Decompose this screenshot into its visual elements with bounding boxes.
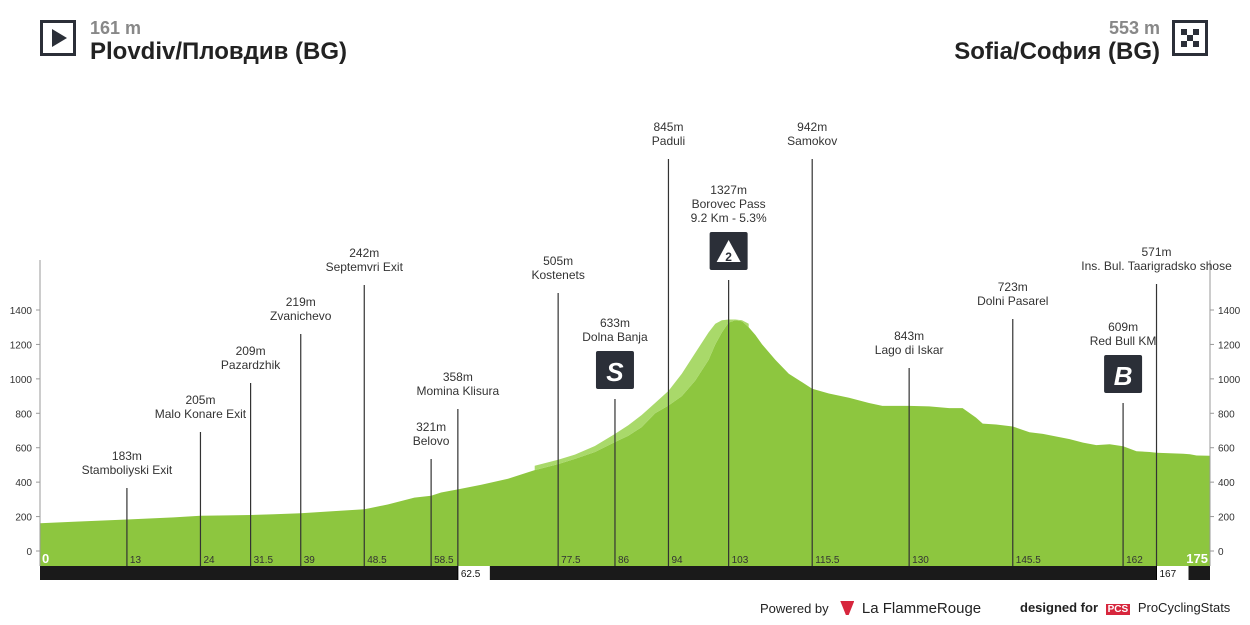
y-tick-label-right: 800	[1218, 409, 1235, 420]
y-tick-label-left: 1000	[10, 375, 33, 386]
poi-name-11: Samokov	[787, 134, 837, 148]
poi-name-1: Malo Konare Exit	[155, 407, 247, 421]
x-tick-label: 48.5	[367, 555, 387, 566]
poi-altitude-13: 723m	[998, 280, 1028, 294]
y-tick-label-left: 400	[15, 478, 32, 489]
x-tick-label: 13	[130, 555, 142, 566]
elevation-profile-area	[40, 320, 1210, 566]
designed-for: designed for PCS ProCyclingStats	[1020, 600, 1230, 615]
x-tick-label: 162	[1126, 555, 1143, 566]
poi-name-6: Momina Klisura	[417, 384, 500, 398]
svg-text:B: B	[1114, 361, 1133, 391]
poi-name-14: Red Bull KM	[1090, 334, 1157, 348]
finish-location: Sofia/София (BG)	[954, 38, 1160, 65]
x-tick-label: 130	[912, 555, 929, 566]
poi-name-2: Pazardzhik	[221, 358, 281, 372]
poi-name-9: Paduli	[652, 134, 685, 148]
y-tick-label-left: 1400	[10, 306, 33, 317]
poi-altitude-5: 321m	[416, 420, 446, 434]
poi-name-5: Belovo	[413, 434, 450, 448]
distance-bar-label: 62.5	[461, 569, 481, 580]
y-tick-label-right: 600	[1218, 444, 1235, 455]
finish-altitude: 553 m	[1108, 18, 1160, 38]
start-location: Plovdiv/Пловдив (BG)	[90, 38, 348, 65]
y-tick-label-left: 0	[26, 547, 32, 558]
svg-text:S: S	[606, 357, 624, 387]
x-tick-label: 77.5	[561, 555, 581, 566]
y-tick-label-left: 600	[15, 444, 32, 455]
y-tick-label-right: 400	[1218, 478, 1235, 489]
start-flag-icon	[40, 20, 76, 56]
start-altitude: 161 m	[90, 18, 142, 38]
poi-climb-info-10: 9.2 Km - 5.3%	[691, 211, 767, 225]
finish-header: 553 m Sofia/София (BG)	[954, 18, 1160, 66]
distance-bar-marker	[1156, 566, 1189, 580]
bonus-icon: B	[1104, 355, 1143, 393]
poi-altitude-3: 219m	[286, 295, 316, 309]
poi-name-0: Stamboliyski Exit	[82, 463, 173, 477]
poi-altitude-14: 609m	[1108, 320, 1138, 334]
x-tick-label: 145.5	[1016, 555, 1041, 566]
flamme-rouge-logo	[840, 601, 855, 615]
flamme-rouge-text: La FlammeRouge	[861, 600, 982, 617]
poi-name-15: Ins. Bul. Taarigradsko shose	[1081, 259, 1232, 273]
distance-bar	[40, 566, 1210, 580]
x-tick-label: 24	[203, 555, 215, 566]
poi-name-7: Kostenets	[531, 268, 584, 282]
poi-name-8: Dolna Banja	[582, 330, 648, 344]
x-tick-label: 58.5	[434, 555, 454, 566]
elevation-profile-highlight	[534, 319, 749, 471]
x-tick-label: 39	[304, 555, 316, 566]
powered-by-text: Powered by	[760, 601, 829, 616]
poi-name-12: Lago di Iskar	[875, 343, 944, 357]
y-tick-label-right: 1200	[1218, 340, 1241, 351]
poi-altitude-9: 845m	[653, 120, 683, 134]
x-tick-label: 86	[618, 555, 630, 566]
y-tick-label-left: 800	[15, 409, 32, 420]
svg-text:2: 2	[725, 250, 732, 264]
powered-by: Powered by La FlammeRouge	[760, 600, 981, 617]
poi-altitude-10: 1327m	[710, 183, 747, 197]
x-tick-label: 31.5	[254, 555, 274, 566]
poi-altitude-7: 505m	[543, 254, 573, 268]
y-tick-label-right: 1400	[1218, 306, 1241, 317]
y-tick-label-right: 1000	[1218, 375, 1241, 386]
distance-bar-marker	[457, 566, 490, 580]
designed-for-text: designed for	[1020, 600, 1099, 615]
distance-bar-label: 167	[1160, 569, 1177, 580]
poi-altitude-0: 183m	[112, 449, 142, 463]
procyclingstats-text: ProCyclingStats	[1137, 600, 1231, 615]
poi-altitude-12: 843m	[894, 329, 924, 343]
poi-name-13: Dolni Pasarel	[977, 294, 1048, 308]
poi-altitude-4: 242m	[349, 246, 379, 260]
start-header: 161 m Plovdiv/Пловдив (BG)	[90, 18, 347, 66]
finish-flag-icon	[1172, 20, 1208, 56]
y-tick-label-left: 1200	[10, 340, 33, 351]
poi-altitude-2: 209m	[236, 344, 266, 358]
x-tick-label: 115.5	[815, 555, 840, 566]
x-tick-label: 103	[732, 555, 749, 566]
poi-altitude-6: 358m	[443, 370, 473, 384]
poi-name-3: Zvanichevo	[270, 309, 332, 323]
x-tick-label: 175	[1186, 551, 1208, 566]
x-tick-label: 94	[671, 555, 683, 566]
poi-altitude-8: 633m	[600, 316, 630, 330]
poi-altitude-1: 205m	[185, 393, 215, 407]
poi-name-10: Borovec Pass	[692, 197, 766, 211]
y-tick-label-right: 200	[1218, 513, 1235, 524]
y-tick-label-right: 0	[1218, 547, 1224, 558]
y-tick-label-left: 200	[15, 513, 32, 524]
poi-altitude-15: 571m	[1141, 245, 1171, 259]
kom-cat2-icon: 2	[709, 232, 748, 270]
sprint-icon: S	[595, 351, 634, 389]
pcs-logo: PCS	[1105, 604, 1131, 615]
poi-name-4: Septemvri Exit	[326, 260, 404, 274]
poi-altitude-11: 942m	[797, 120, 827, 134]
x-tick-label: 0	[42, 551, 49, 566]
